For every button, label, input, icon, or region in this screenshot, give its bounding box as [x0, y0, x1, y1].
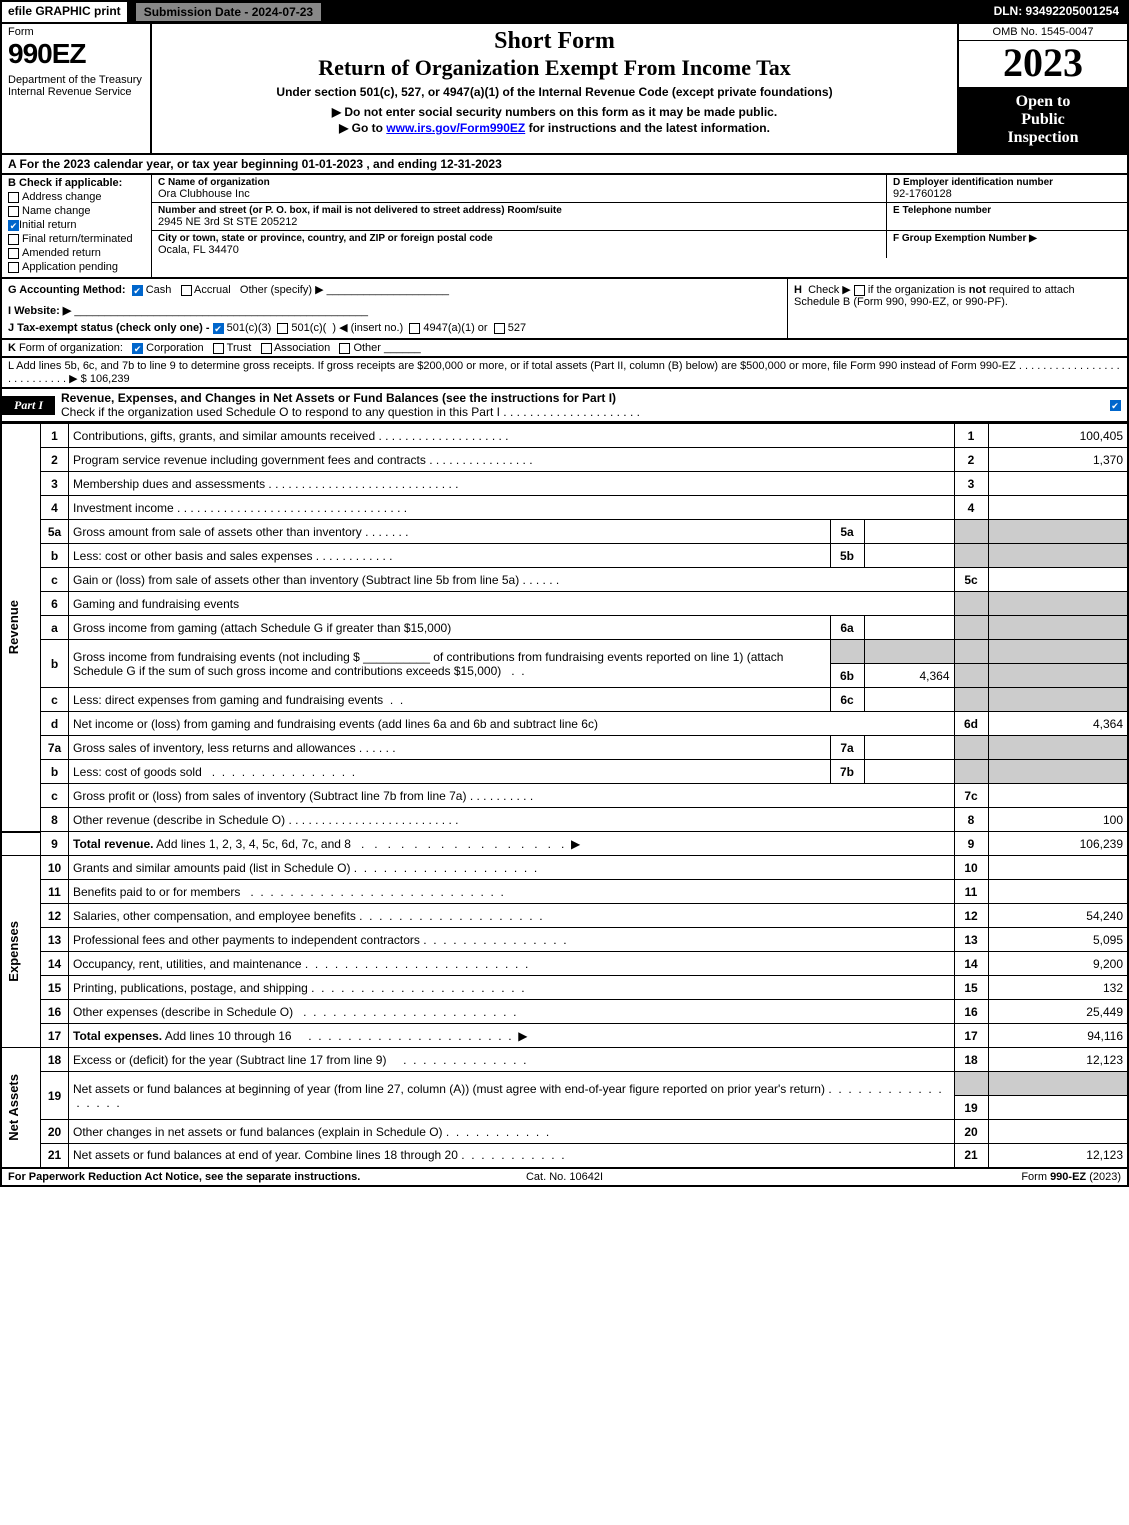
- efile-label: efile GRAPHIC print: [2, 2, 127, 22]
- line-k: K Form of organization: Corporation Trus…: [0, 340, 1129, 358]
- line-j: J Tax-exempt status (check only one) - 5…: [8, 321, 781, 334]
- cb-address-change[interactable]: Address change: [8, 191, 145, 203]
- open-to-public: Open to Public Inspection: [959, 87, 1127, 153]
- tax-year: 2023: [959, 41, 1127, 85]
- line-18-amt: 12,123: [988, 1048, 1128, 1072]
- part1-header: Part I Revenue, Expenses, and Changes in…: [0, 389, 1129, 423]
- line-8-amt: 100: [988, 808, 1128, 832]
- row-g-h-i-j: G Accounting Method: Cash Accrual Other …: [0, 279, 1129, 340]
- box-e-telephone: E Telephone number: [887, 203, 1127, 230]
- line-21-amt: 12,123: [988, 1144, 1128, 1168]
- line-15-amt: 132: [988, 976, 1128, 1000]
- block-b-c-d-e-f: B Check if applicable: Address change Na…: [0, 175, 1129, 279]
- cb-final-return[interactable]: Final return/terminated: [8, 233, 145, 245]
- cb-initial-return[interactable]: Initial return: [8, 219, 145, 231]
- cb-part1-schedO[interactable]: [1110, 400, 1121, 411]
- line-i: I Website: ▶ ___________________________…: [8, 304, 781, 317]
- cb-accrual[interactable]: [181, 285, 192, 296]
- cb-501c[interactable]: [277, 323, 288, 334]
- line-2-amt: 1,370: [988, 448, 1128, 472]
- cb-other[interactable]: [339, 343, 350, 354]
- line-1-amt: 100,405: [988, 424, 1128, 448]
- part1-table: Revenue 1 Contributions, gifts, grants, …: [0, 423, 1129, 1169]
- dln: DLN: 93492205001254: [986, 2, 1127, 22]
- cb-4947[interactable]: [409, 323, 420, 334]
- line-1-desc: Contributions, gifts, grants, and simila…: [69, 424, 955, 448]
- line-13-amt: 5,095: [988, 928, 1128, 952]
- cb-corporation[interactable]: [132, 343, 143, 354]
- box-f-group: F Group Exemption Number ▶: [887, 231, 1127, 258]
- box-c-city: City or town, state or province, country…: [152, 231, 887, 258]
- form-id-block: Form 990EZ Department of the Treasury In…: [2, 24, 152, 153]
- line-16-amt: 25,449: [988, 1000, 1128, 1024]
- line-6b-amt: 4,364: [864, 664, 954, 688]
- box-c-name: C Name of organization Ora Clubhouse Inc: [152, 175, 887, 202]
- line-6d-amt: 4,364: [988, 712, 1128, 736]
- cb-h[interactable]: [854, 285, 865, 296]
- cb-527[interactable]: [494, 323, 505, 334]
- page-footer: For Paperwork Reduction Act Notice, see …: [0, 1169, 1129, 1187]
- dept-treasury: Department of the Treasury Internal Reve…: [8, 74, 144, 98]
- cb-amended-return[interactable]: Amended return: [8, 247, 145, 259]
- line-l: L Add lines 5b, 6c, and 7b to line 9 to …: [0, 358, 1129, 389]
- line-9-amt: 106,239: [988, 832, 1128, 856]
- line-17-amt: 94,116: [988, 1024, 1128, 1048]
- right-block: OMB No. 1545-0047 2023 Open to Public In…: [957, 24, 1127, 153]
- line-12-amt: 54,240: [988, 904, 1128, 928]
- top-bar: efile GRAPHIC print Submission Date - 20…: [0, 0, 1129, 24]
- form-header: Form 990EZ Department of the Treasury In…: [0, 24, 1129, 155]
- cb-association[interactable]: [261, 343, 272, 354]
- irs-link[interactable]: www.irs.gov/Form990EZ: [386, 121, 525, 135]
- line-g: G Accounting Method: Cash Accrual Other …: [8, 283, 781, 296]
- line-a: A For the 2023 calendar year, or tax yea…: [0, 155, 1129, 175]
- cb-application-pending[interactable]: Application pending: [8, 261, 145, 273]
- cb-trust[interactable]: [213, 343, 224, 354]
- cb-name-change[interactable]: Name change: [8, 205, 145, 217]
- cb-501c3[interactable]: [213, 323, 224, 334]
- box-c-address: Number and street (or P. O. box, if mail…: [152, 203, 887, 230]
- box-d-ein: D Employer identification number 92-1760…: [887, 175, 1127, 202]
- line-h: H Check ▶ if the organization is not req…: [787, 279, 1127, 338]
- cb-cash[interactable]: [132, 285, 143, 296]
- col-b-checkboxes: B Check if applicable: Address change Na…: [2, 175, 152, 277]
- title-block: Short Form Return of Organization Exempt…: [152, 24, 957, 153]
- line-14-amt: 9,200: [988, 952, 1128, 976]
- submission-date: Submission Date - 2024-07-23: [135, 2, 322, 22]
- omb-number: OMB No. 1545-0047: [959, 24, 1127, 41]
